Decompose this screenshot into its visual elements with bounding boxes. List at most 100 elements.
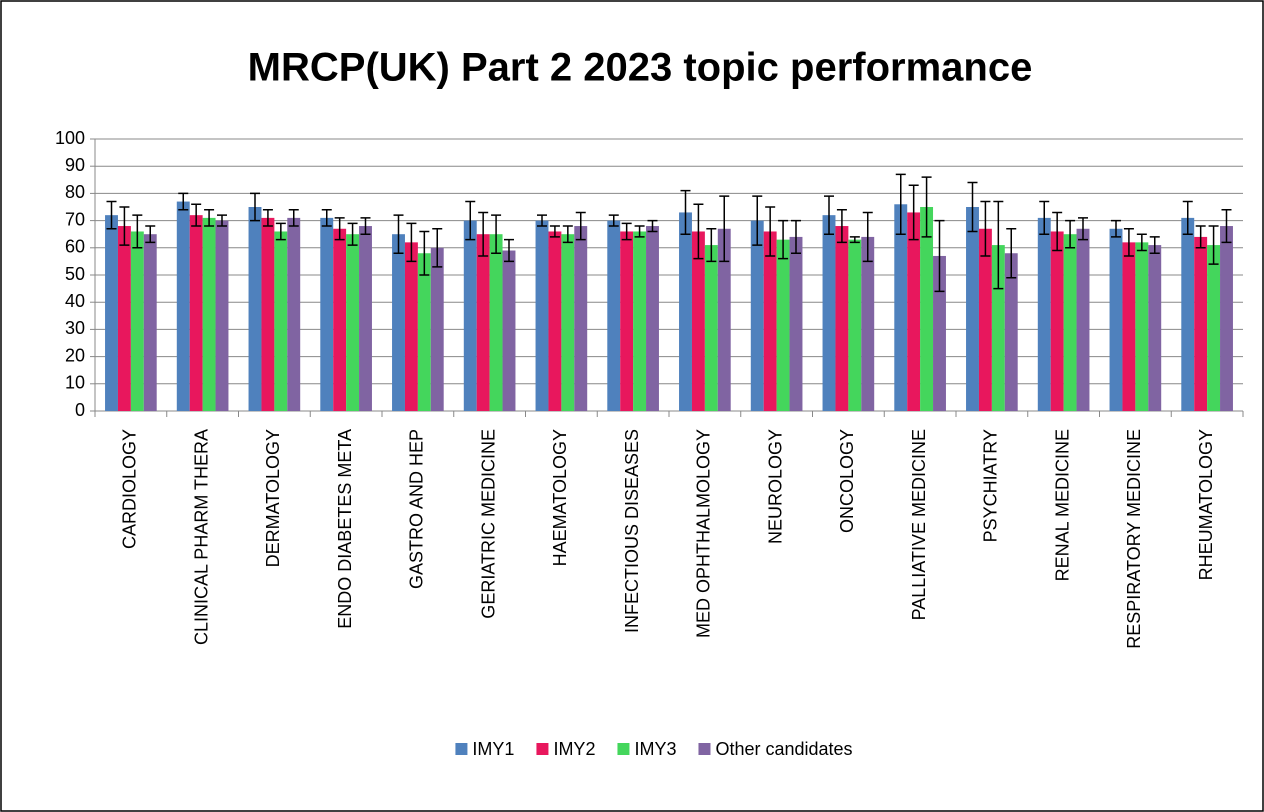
bar [633,231,647,411]
y-tick-label: 30 [65,318,85,338]
error-bar [1111,219,1121,238]
error-bar [1006,228,1017,279]
error-bar [836,208,847,244]
bar [176,201,190,411]
legend-label: IMY2 [553,739,595,759]
bar [359,226,372,411]
error-bar [250,192,261,222]
x-tick-label: MED OPHTHALMOLOGY [694,429,714,638]
error-bar [119,206,130,246]
x-tick-label: CARDIOLOGY [120,429,140,549]
x-tick-label: CLINICAL PHARM THERA [191,429,211,645]
error-bar [1208,225,1219,265]
bar [333,228,347,411]
error-bar [191,203,202,227]
legend-label: IMY3 [634,739,676,759]
legend-swatch [455,743,468,755]
error-bar [465,200,476,241]
bar [776,239,790,411]
bar [1135,242,1149,411]
legend-label: IMY1 [472,739,514,759]
bar [920,207,934,411]
error-bar [145,225,156,244]
bar [561,234,575,411]
bar [620,231,634,411]
error-bar [537,214,548,227]
bar [894,204,908,411]
y-tick-label: 90 [65,155,85,175]
x-tick-label: NEUROLOGY [765,429,785,544]
error-bar [608,214,619,227]
y-tick-label: 10 [65,373,85,393]
error-bar [680,189,691,235]
error-bar [491,214,502,254]
bar [704,245,718,411]
error-bar [178,192,189,211]
bar [320,217,334,411]
legend-swatch [698,743,711,755]
error-bar [503,238,514,263]
error-bar [634,225,645,238]
bar [476,234,490,411]
bar [835,226,849,411]
error-bar [347,222,358,246]
bar [822,215,836,411]
x-tick-label: PALLIATIVE MEDICINE [909,429,929,620]
x-tick-label: RENAL MEDICINE [1052,429,1072,581]
chart-title: MRCP(UK) Part 2 2023 topic performance [248,46,1033,90]
y-tick-label: 100 [55,128,85,148]
error-bar [321,208,332,227]
bar [1050,231,1064,411]
error-bar [106,200,117,230]
x-tick-label: GASTRO AND HEP [407,429,427,589]
x-tick-label: GERIATRIC MEDICINE [478,429,498,619]
bar [1109,228,1123,411]
error-bar [790,219,801,254]
bar [1194,236,1208,411]
error-bar [360,217,371,235]
x-tick-label: DERMATOLOGY [263,429,283,567]
y-tick-label: 80 [65,182,85,202]
bar [679,212,692,411]
error-bar [1221,208,1232,244]
bar [646,226,659,411]
error-bar [1136,233,1147,252]
bar [1207,245,1221,411]
bar [750,220,764,411]
y-tick-label: 60 [65,237,85,257]
x-tick-label: RESPIRATORY MEDICINE [1124,429,1144,649]
error-bar [752,195,763,246]
bar [1037,217,1051,411]
error-bar [1123,228,1134,257]
error-bar [132,214,143,249]
bar [130,231,144,411]
error-bar [934,219,945,293]
x-tick-label: RHEUMATOLOGY [1196,429,1216,580]
error-bar [908,184,919,241]
bar [261,217,275,411]
error-bar [693,203,704,260]
error-bar [334,217,345,241]
error-bar [980,200,991,257]
error-bar [647,219,658,233]
bar [1063,234,1077,411]
error-bar [262,208,273,227]
bar [1148,245,1162,411]
bar [143,234,157,411]
bar [105,215,118,411]
bar [189,215,203,411]
legend-swatch [536,743,549,755]
x-tick-label: ENDO DIABETES META [335,429,355,629]
bar [1181,217,1195,411]
y-tick-label: 40 [65,291,85,311]
bar [535,220,549,411]
error-bar [967,181,978,233]
error-bar [393,214,404,254]
error-bar [288,208,299,227]
bar [978,228,992,411]
bar [691,231,705,411]
bar [548,231,562,411]
x-tick-label: HAEMATOLOGY [550,429,570,566]
error-bar [706,228,717,263]
